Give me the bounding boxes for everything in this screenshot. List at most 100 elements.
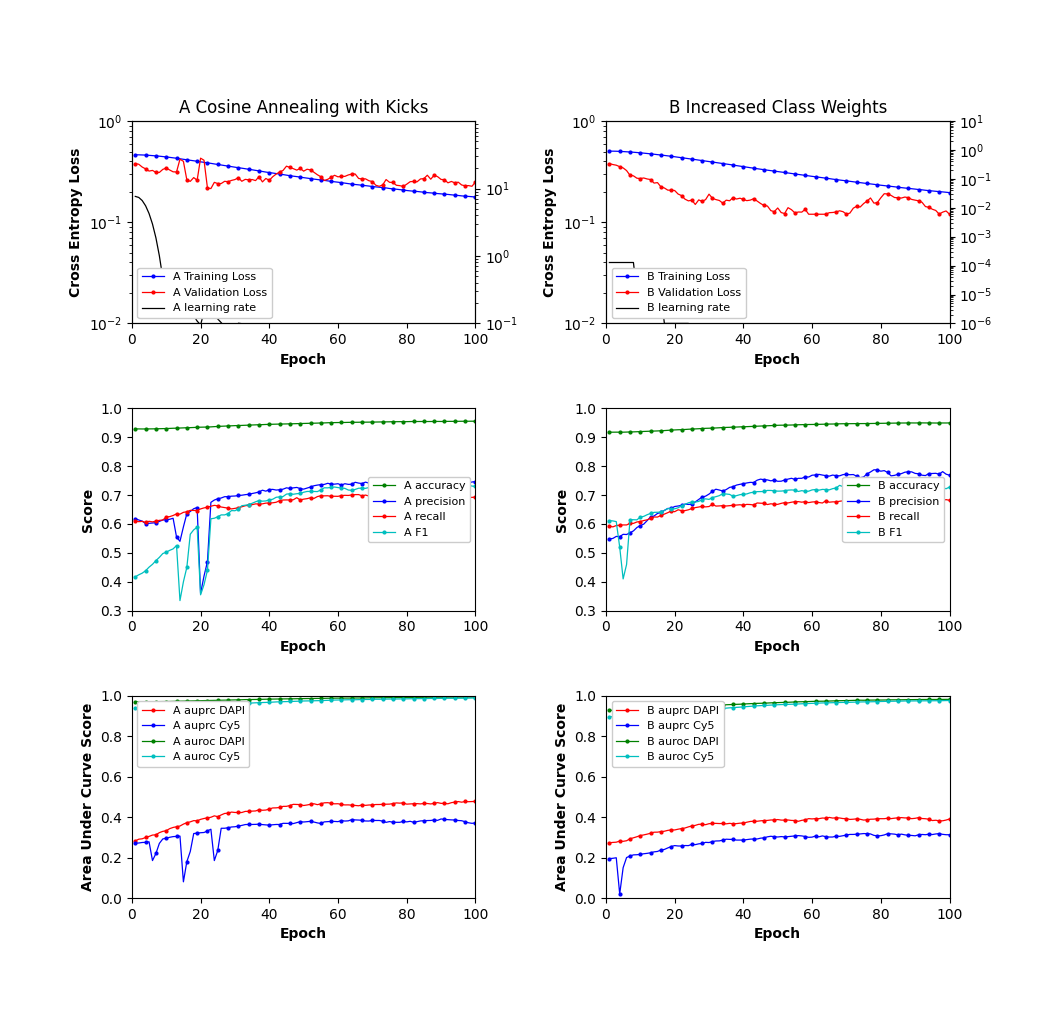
- Line: A F1: A F1: [134, 482, 480, 602]
- Y-axis label: Score: Score: [555, 487, 569, 532]
- A auprc DAPI: [287, 798, 300, 810]
- Line: B Validation Loss: B Validation Loss: [608, 162, 955, 216]
- Line: A auroc DAPI: A auroc DAPI: [134, 695, 480, 703]
- A accuracy: [218, 420, 231, 432]
- B F1: [631, 514, 644, 526]
- B auprc DAPI: [864, 813, 877, 825]
- B recall: [888, 492, 901, 504]
- Line: A auprc Cy5: A auprc Cy5: [134, 817, 480, 883]
- A auroc Cy5: [136, 702, 149, 714]
- Line: A auprc DAPI: A auprc DAPI: [134, 800, 480, 843]
- A auprc Cy5: [177, 876, 190, 888]
- B Training Loss: [689, 153, 702, 165]
- A auroc DAPI: [386, 691, 399, 703]
- A accuracy: [390, 416, 403, 428]
- A precision: [473, 475, 485, 487]
- A auroc DAPI: [153, 695, 166, 707]
- A accuracy: [473, 415, 485, 427]
- A precision: [394, 475, 406, 487]
- Line: A recall: A recall: [134, 492, 480, 524]
- B auprc DAPI: [809, 812, 822, 824]
- B Training Loss: [946, 187, 959, 199]
- A F1: [174, 594, 187, 606]
- B recall: [692, 500, 705, 513]
- B precision: [603, 533, 616, 545]
- A auprc DAPI: [335, 798, 348, 810]
- A auroc DAPI: [369, 692, 382, 704]
- A auroc DAPI: [287, 693, 300, 705]
- A Training Loss: [386, 183, 399, 195]
- A learning rate: [215, 317, 228, 329]
- B recall: [946, 493, 959, 506]
- Title: A Cosine Annealing with Kicks: A Cosine Annealing with Kicks: [179, 99, 428, 117]
- Y-axis label: Cross Entropy Loss: Cross Entropy Loss: [70, 147, 83, 297]
- B recall: [864, 492, 877, 504]
- B auprc Cy5: [847, 828, 860, 840]
- A learning rate: [287, 343, 300, 355]
- B auroc Cy5: [692, 704, 705, 716]
- B Training Loss: [603, 145, 616, 157]
- B recall: [765, 497, 778, 510]
- A learning rate: [153, 249, 166, 261]
- B auprc DAPI: [946, 813, 959, 825]
- B auprc Cy5: [692, 837, 705, 850]
- Y-axis label: Area Under Curve Score: Area Under Curve Score: [80, 702, 95, 891]
- B auprc Cy5: [946, 829, 959, 842]
- Line: A Validation Loss: A Validation Loss: [134, 156, 480, 190]
- A learning rate: [335, 350, 348, 362]
- A F1: [339, 482, 351, 494]
- B accuracy: [946, 417, 959, 429]
- A Validation Loss: [153, 166, 166, 179]
- A F1: [153, 551, 166, 563]
- A auprc Cy5: [372, 814, 385, 826]
- B Training Loss: [809, 171, 822, 183]
- B precision: [627, 525, 639, 537]
- B auroc Cy5: [631, 709, 644, 721]
- Line: B Training Loss: B Training Loss: [608, 149, 955, 195]
- A auprc DAPI: [153, 826, 166, 838]
- B learning rate: [809, 409, 822, 421]
- A Training Loss: [287, 171, 300, 183]
- A Validation Loss: [394, 180, 406, 192]
- B auprc DAPI: [689, 819, 702, 831]
- B Validation Loss: [847, 202, 860, 214]
- A auroc Cy5: [156, 701, 169, 713]
- A accuracy: [156, 423, 169, 435]
- B F1: [617, 573, 630, 585]
- B Training Loss: [861, 178, 874, 190]
- A Training Loss: [473, 192, 485, 204]
- Legend: B accuracy, B precision, B recall, B F1: B accuracy, B precision, B recall, B F1: [842, 477, 944, 542]
- Legend: A accuracy, A precision, A recall, A F1: A accuracy, A precision, A recall, A F1: [368, 477, 469, 542]
- A Training Loss: [335, 177, 348, 189]
- A accuracy: [465, 415, 478, 427]
- A F1: [390, 481, 403, 493]
- A Validation Loss: [294, 162, 307, 175]
- B auroc Cy5: [812, 697, 825, 709]
- A auroc DAPI: [473, 691, 485, 703]
- A F1: [452, 477, 464, 489]
- A F1: [218, 509, 231, 521]
- B auroc DAPI: [761, 697, 773, 709]
- Line: B learning rate: B learning rate: [610, 262, 953, 537]
- A precision: [153, 516, 166, 528]
- B Validation Loss: [802, 208, 814, 220]
- B auprc Cy5: [631, 849, 644, 861]
- A accuracy: [290, 418, 303, 430]
- A learning rate: [369, 361, 382, 373]
- A auprc Cy5: [339, 815, 351, 827]
- A Training Loss: [369, 181, 382, 193]
- Legend: B Training Loss, B Validation Loss, B learning rate: B Training Loss, B Validation Loss, B le…: [612, 267, 746, 318]
- B Validation Loss: [812, 208, 825, 220]
- A Validation Loss: [473, 175, 485, 187]
- B accuracy: [864, 418, 877, 430]
- B learning rate: [761, 378, 773, 390]
- Line: B accuracy: B accuracy: [608, 422, 955, 434]
- A recall: [339, 489, 351, 501]
- A auprc DAPI: [369, 798, 382, 810]
- A Validation Loss: [377, 179, 389, 191]
- B auroc Cy5: [946, 694, 959, 706]
- B learning rate: [627, 256, 639, 268]
- Y-axis label: Score: Score: [80, 487, 95, 532]
- Line: A learning rate: A learning rate: [135, 197, 479, 413]
- A F1: [290, 487, 303, 499]
